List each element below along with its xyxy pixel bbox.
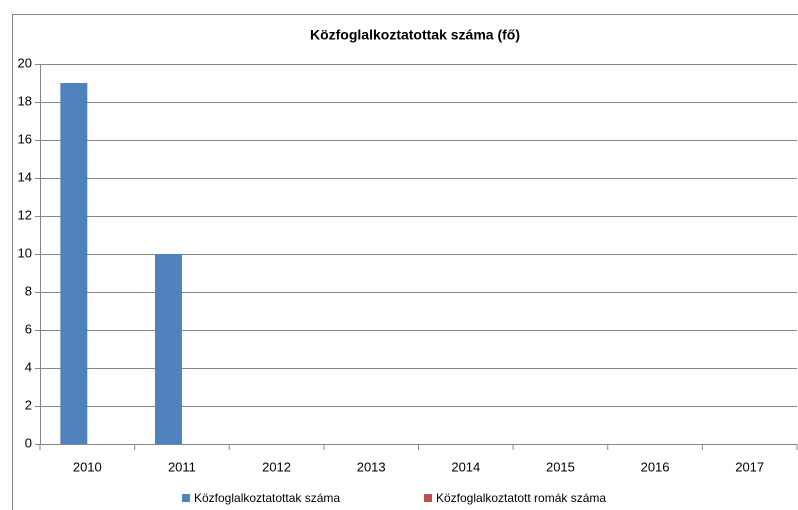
legend-swatch: [424, 494, 432, 502]
y-tick-label: 16: [18, 131, 32, 146]
chart-title: Közfoglalkoztatottak száma (fő): [310, 27, 520, 43]
x-tick-label: 2010: [73, 459, 102, 474]
y-tick-label: 0: [25, 435, 32, 450]
y-tick-label: 2: [25, 397, 32, 412]
chart-border: [12, 14, 798, 510]
x-tick-label: 2017: [735, 459, 764, 474]
y-tick-label: 12: [18, 207, 32, 222]
x-tick-label: 2014: [451, 459, 480, 474]
legend-swatch: [182, 494, 190, 502]
legend-label: Közfoglalkoztatottak száma: [194, 491, 340, 505]
x-tick-label: 2015: [546, 459, 575, 474]
x-tick-label: 2016: [641, 459, 670, 474]
x-tick-label: 2011: [168, 459, 196, 474]
y-tick-label: 4: [25, 359, 32, 374]
y-tick-label: 8: [25, 283, 32, 298]
y-tick-label: 20: [18, 55, 32, 70]
y-tick-label: 14: [18, 169, 32, 184]
bar: [60, 83, 88, 444]
bar: [154, 254, 182, 444]
y-tick-label: 6: [25, 321, 32, 336]
x-tick-label: 2013: [357, 459, 386, 474]
y-tick-label: 18: [18, 93, 32, 108]
x-tick-label: 2012: [262, 459, 291, 474]
y-tick-label: 10: [18, 245, 32, 260]
legend-label: Közfoglalkoztatott romák száma: [436, 491, 606, 505]
